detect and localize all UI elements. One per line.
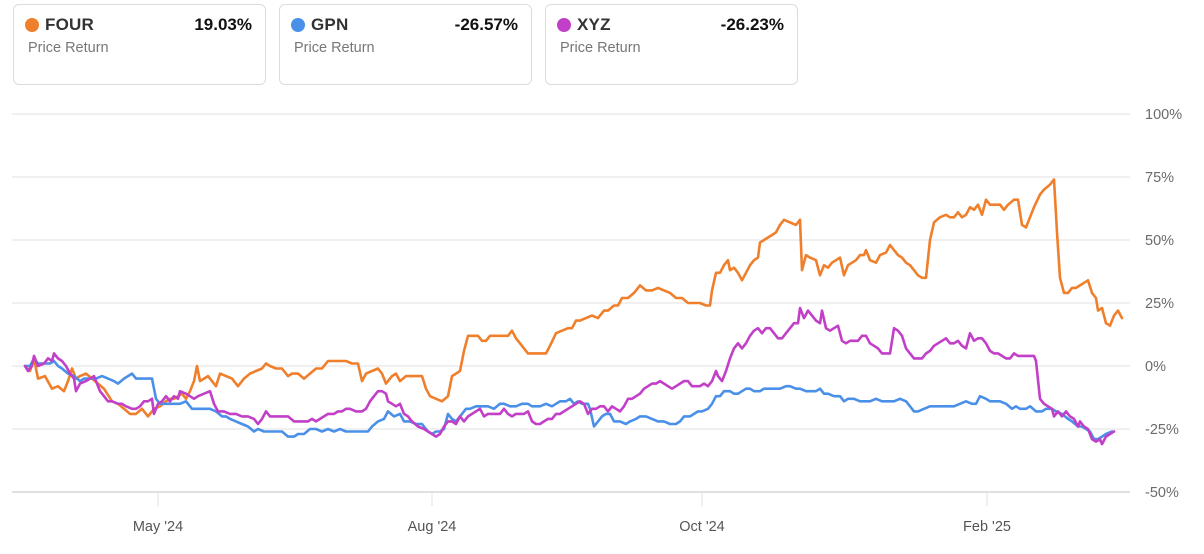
legend-card-gpn[interactable]: GPN -26.57% Price Return bbox=[279, 4, 532, 85]
series-line-four[interactable] bbox=[23, 178, 1124, 418]
return-type-label: Price Return bbox=[294, 40, 375, 56]
series-line-xyz[interactable] bbox=[23, 306, 1116, 446]
y-tick-label: 0% bbox=[1145, 359, 1166, 375]
return-value: 19.03% bbox=[194, 15, 252, 34]
x-tick-label: May '24 bbox=[133, 519, 183, 535]
chart-gridlines bbox=[12, 113, 1130, 506]
ticker-label: XYZ bbox=[577, 15, 611, 34]
y-tick-label: 25% bbox=[1145, 296, 1174, 312]
y-tick-label: -50% bbox=[1145, 485, 1179, 501]
y-tick-label: 75% bbox=[1145, 170, 1174, 186]
ticker-label: FOUR bbox=[45, 15, 94, 34]
return-type-label: Price Return bbox=[560, 40, 641, 56]
ticker-label: GPN bbox=[311, 15, 349, 34]
series-dot-icon bbox=[291, 18, 305, 32]
chart-lines bbox=[23, 178, 1124, 446]
y-tick-label: 100% bbox=[1145, 107, 1182, 123]
legend-card-four[interactable]: FOUR 19.03% Price Return bbox=[13, 4, 266, 85]
series-dot-icon bbox=[557, 18, 571, 32]
x-tick-label: Aug '24 bbox=[408, 519, 457, 535]
y-tick-label: -25% bbox=[1145, 422, 1179, 438]
series-line-gpn[interactable] bbox=[23, 357, 1114, 441]
x-tick-label: Feb '25 bbox=[963, 519, 1011, 535]
x-tick-label: Oct '24 bbox=[679, 519, 724, 535]
series-dot-icon bbox=[25, 18, 39, 32]
return-value: -26.23% bbox=[720, 15, 784, 34]
return-value: -26.57% bbox=[454, 15, 518, 34]
x-axis-labels: May '24 Aug '24 Oct '24 Feb '25 bbox=[133, 519, 1011, 535]
return-type-label: Price Return bbox=[28, 40, 109, 56]
legend-card-xyz[interactable]: XYZ -26.23% Price Return bbox=[545, 4, 798, 85]
legend-cards: FOUR 19.03% Price Return GPN -26.57% Pri… bbox=[13, 4, 798, 85]
y-axis-labels: 100% 75% 50% 25% 0% -25% -50% bbox=[1145, 107, 1182, 501]
ticker-xyz: XYZ bbox=[557, 15, 611, 35]
ticker-gpn: GPN bbox=[291, 15, 348, 35]
y-tick-label: 50% bbox=[1145, 233, 1174, 249]
ticker-four: FOUR bbox=[25, 15, 94, 35]
